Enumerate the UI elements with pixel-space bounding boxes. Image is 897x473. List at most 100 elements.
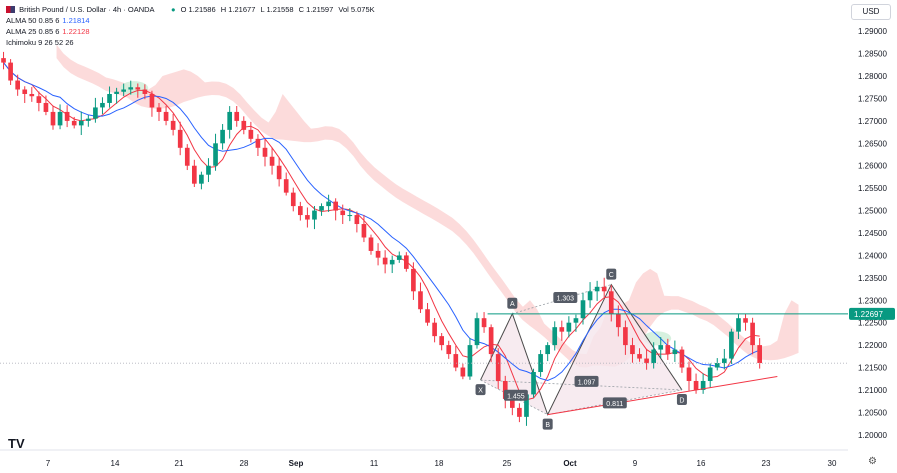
y-tick-label: 1.25000	[858, 207, 887, 216]
candle-body	[283, 179, 289, 193]
candle-body	[121, 89, 126, 92]
candle-body	[43, 102, 49, 112]
legend-value: 1.21814	[62, 16, 90, 25]
candle-body	[722, 358, 727, 364]
candle-body	[78, 120, 84, 126]
candle-body	[446, 345, 452, 355]
y-tick-label: 1.21500	[858, 364, 887, 373]
pattern-xab-fill	[480, 313, 548, 415]
pattern-point-label: A	[507, 297, 518, 309]
candle-body	[333, 201, 338, 211]
pattern-ratio-line	[512, 284, 612, 315]
legend-alma-25[interactable]: ALMA 25 0.85 6 1.22128	[6, 26, 155, 37]
pattern-point-box	[606, 268, 617, 280]
candle-body	[156, 107, 162, 112]
legend-label: ALMA 50 0.85 6	[6, 16, 60, 25]
y-tick-label: 1.27000	[858, 117, 887, 126]
pattern-point-text: C	[609, 272, 614, 279]
candle-body	[36, 96, 42, 103]
pattern-point-text: D	[679, 397, 684, 404]
candle-body	[1, 58, 6, 63]
candle-body	[326, 201, 331, 207]
pattern-point-label: C	[606, 268, 617, 280]
candles	[1, 51, 762, 426]
pattern-ratio-text: 1.097	[578, 379, 596, 386]
price-tag: 1.22697	[849, 307, 895, 320]
candle-body	[665, 345, 671, 355]
candle-body	[64, 111, 70, 121]
candle-body	[305, 215, 310, 220]
candle-body	[644, 358, 649, 364]
candle-body	[510, 398, 515, 408]
axes: 1.29000 1.28500 1.28000 1.27500 1.27000 1.265…	[0, 27, 895, 468]
x-tick-label: Sep	[289, 459, 304, 468]
candle-body	[630, 345, 635, 355]
candle-body	[368, 237, 374, 251]
open-value: O 1.21586	[180, 5, 216, 14]
pattern-ratio-label: 1.097	[574, 375, 599, 387]
candle-body	[517, 407, 522, 417]
candle-body	[425, 309, 430, 323]
candle-body	[707, 367, 713, 381]
candle-body	[227, 111, 232, 130]
pattern-ratio-label: 1.303	[553, 292, 578, 304]
candle-body	[312, 210, 317, 220]
y-tick-label: 1.24500	[858, 229, 887, 238]
candle-body	[481, 318, 487, 328]
candle-body	[57, 111, 63, 126]
candle-body	[255, 138, 261, 148]
legend-alma-50[interactable]: ALMA 50 0.85 6 1.21814	[6, 15, 155, 26]
x-tick-label: 30	[828, 459, 837, 468]
pattern-point-label: D	[676, 393, 687, 405]
pattern-point-box	[475, 384, 486, 396]
candle-body	[573, 318, 579, 323]
x-tick-label: 11	[370, 459, 379, 468]
candle-body	[552, 327, 558, 346]
high-value: H 1.21677	[220, 5, 256, 14]
gear-icon[interactable]: ⚙	[868, 456, 877, 467]
candle-body	[700, 380, 706, 390]
currency-selector[interactable]: USD	[851, 4, 891, 20]
pattern-ratio-label: 0.811	[602, 397, 627, 409]
alma-50-line	[3, 62, 760, 382]
candle-body	[467, 345, 473, 377]
candle-body	[594, 286, 600, 292]
x-tick-label: 21	[175, 459, 184, 468]
pattern-ratio-text: 1.455	[507, 393, 525, 400]
pattern-ratio-label: 1.455	[503, 389, 528, 401]
candle-body	[199, 174, 204, 184]
candle-body	[361, 224, 367, 238]
candle-body	[566, 322, 572, 332]
candle-body	[184, 147, 190, 166]
legend-ichimoku[interactable]: Ichimoku 9 26 52 26	[6, 37, 155, 48]
pattern-ratio-box	[553, 292, 578, 304]
y-tick-label: 1.27500	[858, 94, 887, 103]
alma-lines	[3, 62, 760, 401]
candle-body	[488, 327, 494, 355]
volume-value: Vol 5.075K	[338, 5, 375, 14]
candle-body	[276, 165, 282, 180]
candle-body	[100, 102, 105, 108]
x-tick-label: 28	[240, 459, 249, 468]
candle-body	[679, 349, 685, 368]
candle-body	[736, 318, 741, 332]
candle-body	[234, 111, 240, 121]
candle-body	[241, 120, 247, 130]
candle-body	[135, 87, 141, 90]
candle-body	[432, 322, 437, 337]
legend-value: 1.22128	[62, 27, 90, 36]
pattern-ratio-text: 1.303	[557, 296, 575, 303]
candle-body	[319, 206, 324, 211]
candle-body	[29, 93, 35, 97]
pattern-point-text: X	[478, 388, 483, 395]
alma-25-line	[3, 62, 760, 401]
candle-body	[545, 345, 550, 355]
symbol-title[interactable]: British Pound / U.S. Dollar · 4h · OANDA	[6, 4, 155, 15]
candle-body	[672, 349, 678, 355]
x-tick-label: 18	[435, 459, 444, 468]
x-tick-label: 7	[46, 459, 51, 468]
x-tick-label: Oct	[563, 459, 577, 468]
candle-body	[658, 345, 664, 350]
candle-body	[177, 129, 183, 148]
